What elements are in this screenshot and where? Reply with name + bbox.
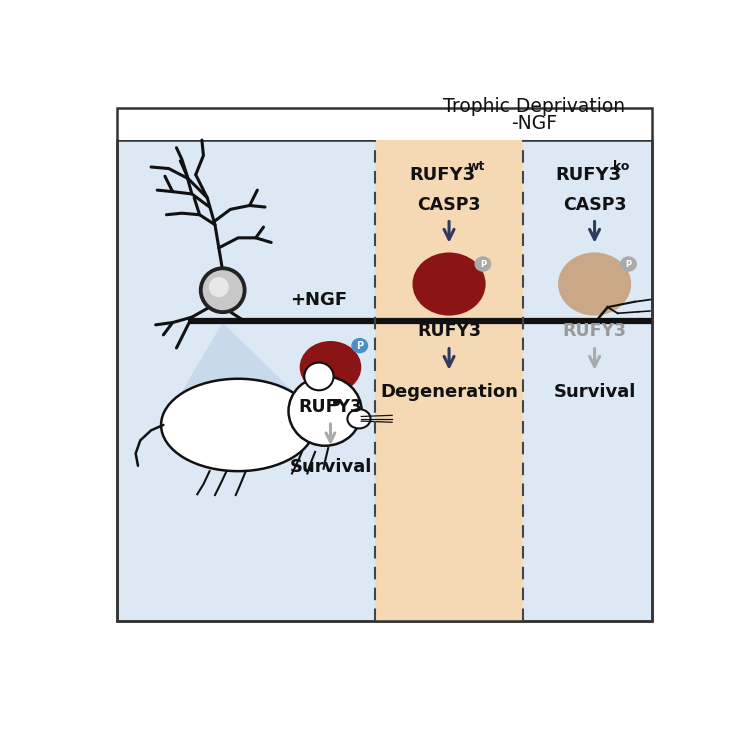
Text: CASP3: CASP3 bbox=[562, 196, 626, 214]
Ellipse shape bbox=[304, 362, 334, 390]
Text: RUFY3: RUFY3 bbox=[555, 166, 622, 184]
Text: RUFY3: RUFY3 bbox=[410, 166, 476, 184]
Text: P: P bbox=[356, 340, 363, 351]
Ellipse shape bbox=[300, 341, 362, 394]
Text: RUFY3: RUFY3 bbox=[417, 322, 481, 340]
Ellipse shape bbox=[161, 379, 315, 471]
Ellipse shape bbox=[558, 253, 632, 316]
Text: CASP3: CASP3 bbox=[417, 196, 481, 214]
Text: ko: ko bbox=[614, 160, 630, 173]
Text: -NGF: -NGF bbox=[512, 115, 557, 134]
Ellipse shape bbox=[202, 270, 243, 310]
Ellipse shape bbox=[289, 376, 362, 446]
FancyBboxPatch shape bbox=[375, 140, 523, 621]
Ellipse shape bbox=[620, 256, 637, 272]
Ellipse shape bbox=[347, 410, 370, 428]
Text: RUFY3: RUFY3 bbox=[562, 322, 626, 340]
Text: wt: wt bbox=[467, 160, 484, 173]
Text: P: P bbox=[626, 260, 632, 268]
Ellipse shape bbox=[209, 277, 229, 297]
Text: +NGF: +NGF bbox=[290, 291, 347, 309]
Text: Survival: Survival bbox=[554, 382, 636, 400]
Polygon shape bbox=[180, 322, 296, 394]
Ellipse shape bbox=[199, 266, 247, 314]
FancyBboxPatch shape bbox=[117, 140, 652, 621]
Ellipse shape bbox=[351, 338, 368, 353]
Text: Trophic Deprivation: Trophic Deprivation bbox=[443, 98, 626, 116]
Ellipse shape bbox=[413, 253, 486, 316]
Ellipse shape bbox=[475, 256, 491, 272]
FancyBboxPatch shape bbox=[117, 108, 652, 140]
Text: P: P bbox=[480, 260, 486, 268]
Text: RUFY3: RUFY3 bbox=[298, 398, 362, 416]
Text: Degeneration: Degeneration bbox=[380, 382, 518, 400]
Text: Survival: Survival bbox=[290, 458, 372, 476]
